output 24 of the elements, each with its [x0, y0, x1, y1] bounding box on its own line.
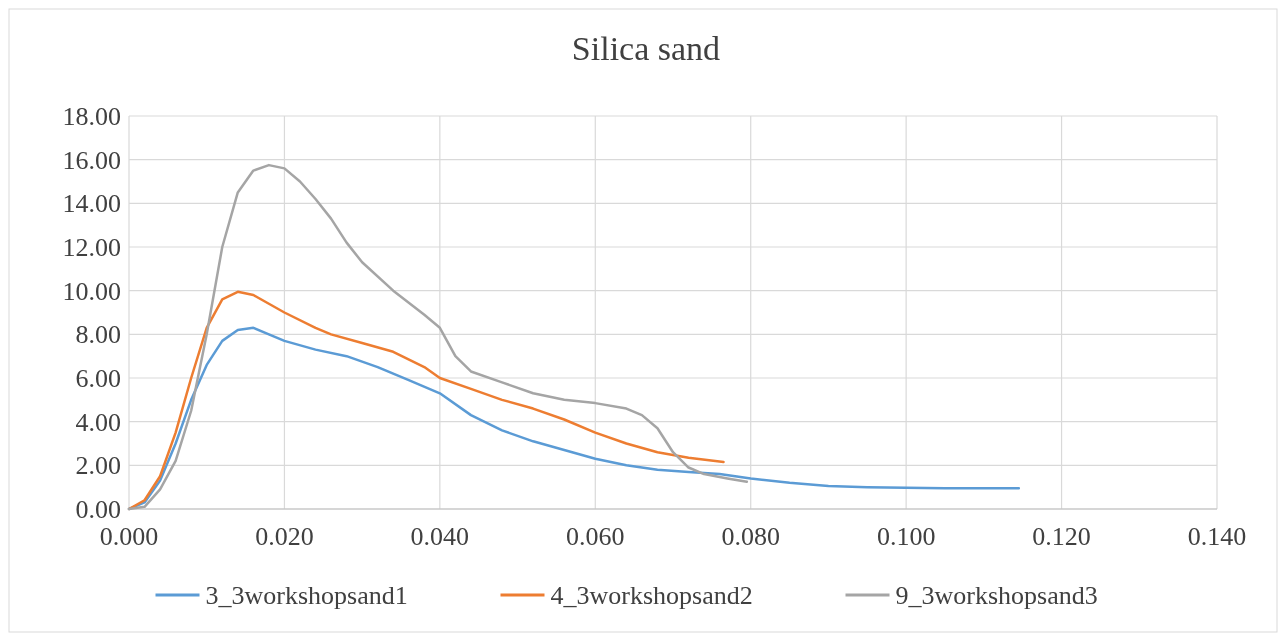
y-tick-label: 12.00: [62, 233, 121, 263]
x-tick-label: 0.060: [566, 522, 625, 551]
y-tick-label: 14.00: [62, 189, 121, 219]
x-tick-label: 0.140: [1187, 522, 1247, 551]
line-series: [127, 290, 725, 511]
y-tick-label: 10.00: [62, 276, 121, 306]
x-tick-label: 0.000: [99, 522, 159, 551]
x-tick-label: 0.020: [255, 522, 314, 551]
y-tick-label: 18.00: [62, 102, 121, 132]
y-tick-label: 6.00: [75, 364, 121, 394]
legend-label: 4_3workshopsand2: [550, 581, 753, 611]
y-tick-label: 0.00: [75, 495, 121, 525]
legend-label: 3_3workshopsand1: [205, 581, 408, 611]
chart-title: Silica sand: [571, 30, 721, 67]
y-tick-label: 16.00: [62, 145, 121, 175]
x-tick-label: 0.080: [721, 522, 780, 551]
legend-label: 9_3workshopsand3: [895, 581, 1098, 611]
line-series: [127, 163, 749, 511]
y-tick-label: 8.00: [75, 320, 121, 350]
x-tick-label: 0.100: [876, 522, 936, 551]
y-tick-label: 4.00: [75, 407, 121, 437]
x-tick-label: 0.040: [410, 522, 470, 551]
x-tick-label: 0.120: [1032, 522, 1091, 551]
y-tick-label: 2.00: [75, 451, 121, 481]
